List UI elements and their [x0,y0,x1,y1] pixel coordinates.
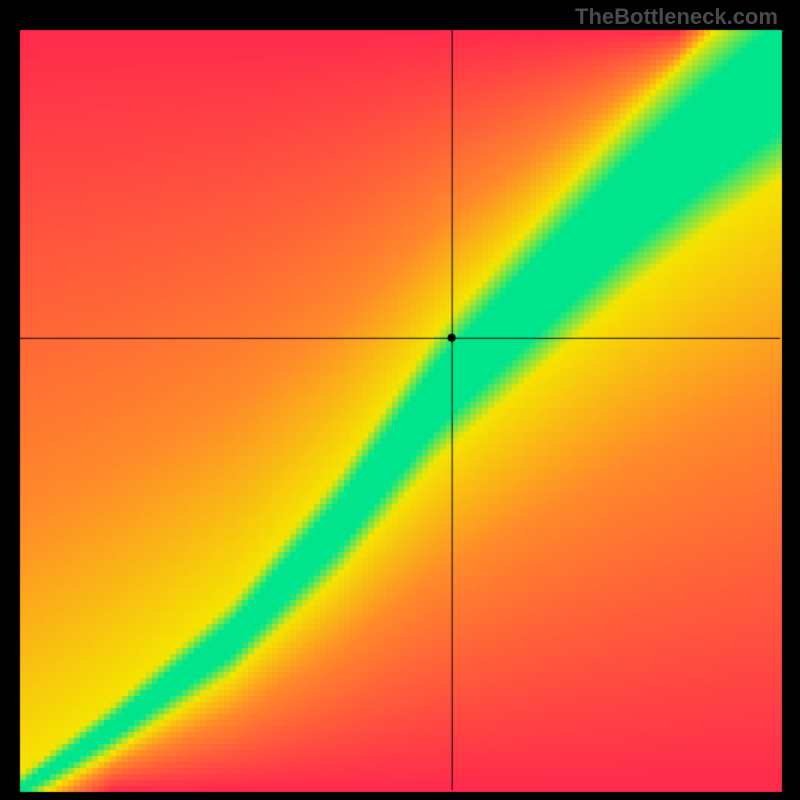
bottleneck-heatmap [0,0,800,800]
chart-container: TheBottleneck.com [0,0,800,800]
watermark-text: TheBottleneck.com [575,4,778,30]
